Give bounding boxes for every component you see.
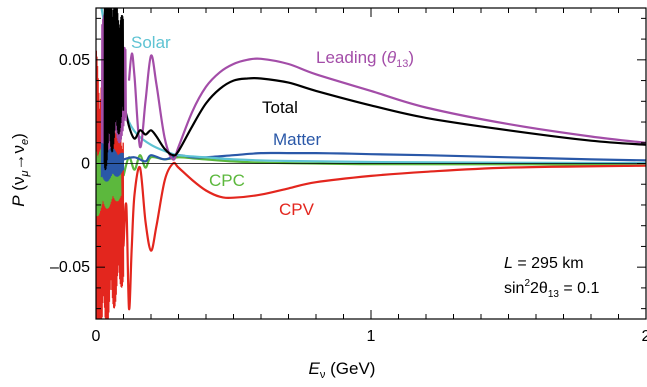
x-tick-label: 0 (92, 328, 101, 345)
x-axis-label: Eν (GeV) (309, 359, 376, 381)
low-energy-oscillation-1 (96, 147, 122, 217)
series-line-matter (123, 151, 646, 163)
parameter-annotation: L = 295 km sin22θ13 = 0.1 (504, 255, 600, 300)
y-axis-label: P (νμ→νe) (9, 133, 31, 207)
series-line-leading-13 (127, 52, 646, 161)
series-label-leading-13: Leading (θ13) (316, 48, 414, 70)
series-label-total: Total (262, 98, 298, 117)
series-label-cpv: CPV (279, 200, 315, 219)
mixing-annotation: sin22θ13 = 0.1 (504, 278, 600, 300)
x-tick-label: 2 (642, 328, 647, 345)
series-label-solar: Solar (131, 33, 171, 52)
low-energy-oscillation-region (96, 8, 127, 319)
y-tick-label: 0.05 (59, 52, 90, 69)
series-label-matter: Matter (273, 130, 322, 149)
y-tick-label: 0 (81, 156, 90, 173)
series-labels: Leading (θ13) Total Solar Matter CPC CPV (131, 33, 414, 219)
axes: 0 1 2 0.05 0 –0.05 (50, 7, 647, 345)
low-energy-oscillation-4 (103, 8, 125, 171)
x-tick-label: 1 (367, 328, 376, 345)
baseline-annotation: L = 295 km (504, 255, 584, 272)
series-line-solar (100, 8, 646, 165)
series-line-cpv (122, 161, 646, 311)
series-label-cpc: CPC (209, 171, 245, 190)
series-line-total (122, 76, 646, 157)
y-tick-label: –0.05 (50, 259, 90, 276)
